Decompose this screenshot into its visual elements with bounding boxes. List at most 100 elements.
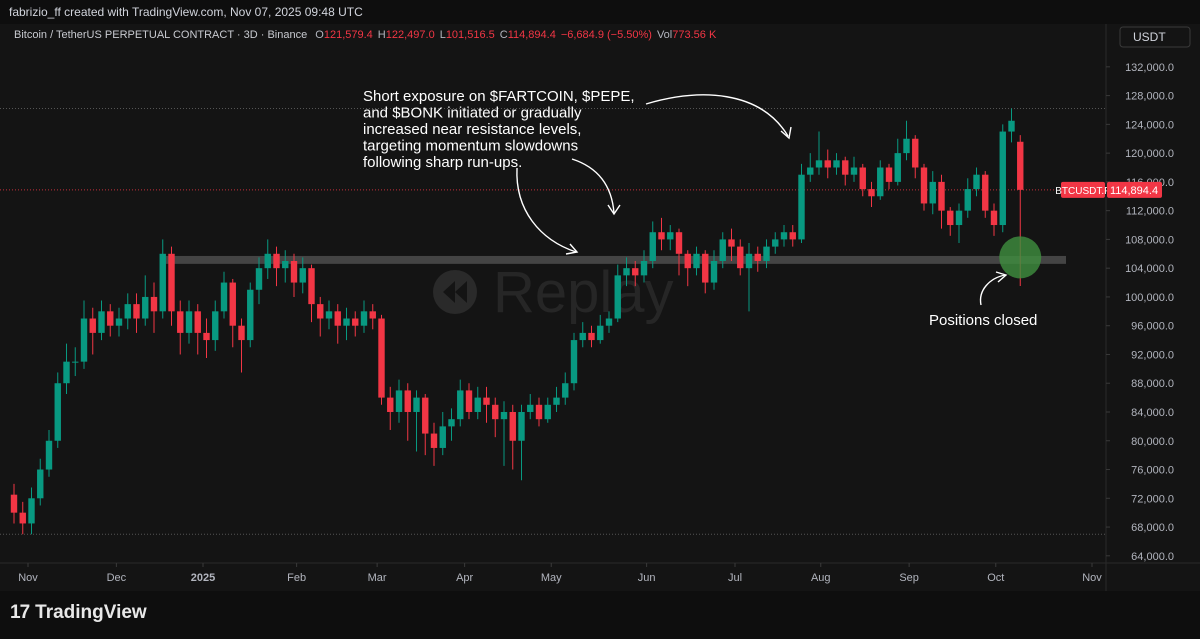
x-tick-label: Sep: [899, 572, 919, 584]
candle-body: [439, 426, 446, 448]
candle-body: [238, 325, 245, 341]
candle-body: [964, 189, 971, 211]
candle-body: [850, 167, 858, 175]
y-tick-label: 124,000.0: [1125, 119, 1174, 131]
candle-body: [500, 411, 508, 420]
candle-body: [658, 232, 665, 240]
candle-body: [19, 512, 26, 524]
legend-key: C: [499, 29, 508, 41]
candle-body: [973, 174, 980, 190]
candle-body: [28, 498, 35, 524]
candle-body: [947, 210, 954, 226]
arrow-head: [780, 126, 792, 140]
candle-body: [1008, 120, 1015, 132]
candle-body: [597, 325, 604, 341]
x-tick-label: Feb: [287, 572, 306, 584]
watermark-icon-glyph: [443, 281, 467, 303]
y-tick-label: 128,000.0: [1125, 91, 1174, 103]
last-price-box: [1107, 181, 1162, 198]
candle-body: [675, 232, 683, 254]
arrow: [979, 274, 1006, 306]
candle-body: [614, 275, 621, 319]
arrow-head: [565, 243, 579, 255]
candle-body: [282, 260, 289, 269]
candle-body: [37, 469, 44, 499]
candle-body: [299, 268, 306, 283]
logo-mark: 17: [10, 602, 30, 623]
candle-body: [640, 260, 648, 276]
legend-value: 114,894.4: [507, 29, 556, 41]
candle-body: [343, 318, 350, 326]
candle-body: [894, 153, 901, 182]
x-tick-label: Mar: [368, 572, 387, 584]
candle-body: [185, 311, 193, 333]
candle-body: [89, 318, 96, 333]
candle-body: [334, 311, 341, 326]
candle-body: [509, 411, 516, 441]
candle-body: [754, 253, 761, 261]
chart-background: [0, 24, 1200, 591]
candle-body: [789, 232, 796, 240]
candle-body: [824, 160, 831, 168]
candle-body: [955, 210, 963, 226]
candle-body: [807, 167, 814, 175]
x-tick-label: Jul: [728, 572, 742, 584]
x-tick-label: Dec: [107, 572, 127, 584]
symbol-legend: Bitcoin / TetherUS PERPETUAL CONTRACT · …: [14, 29, 716, 41]
candle-body: [535, 404, 543, 420]
arrow-head: [607, 204, 621, 216]
legend-key: Vol: [656, 29, 673, 41]
candle-body: [264, 253, 271, 269]
candle-body: [544, 404, 551, 420]
y-tick-label: 80,000.0: [1131, 436, 1174, 448]
candle-body: [649, 232, 656, 261]
x-tick-label: Apr: [456, 572, 473, 584]
candle-body: [710, 260, 718, 283]
y-tick-label: 84,000.0: [1131, 407, 1174, 419]
candle-body: [142, 296, 149, 319]
candle-body: [885, 167, 893, 182]
y-tick-label: 132,000.0: [1125, 62, 1174, 74]
annotation-line: increased near resistance levels,: [363, 121, 581, 138]
candle-body: [562, 383, 569, 398]
candle-body: [430, 433, 438, 448]
candle-body: [133, 304, 140, 319]
legend-value: 773.56 K: [672, 29, 717, 41]
candle-body: [588, 332, 595, 341]
currency-box[interactable]: [1119, 26, 1191, 48]
candle-body: [999, 131, 1006, 226]
y-tick-label: 76,000.0: [1131, 465, 1174, 477]
candle-body: [483, 397, 490, 405]
y-tick-label: 92,000.0: [1131, 349, 1174, 361]
y-tick-label: 96,000.0: [1131, 321, 1174, 333]
x-tick-label: 2025: [191, 572, 215, 584]
logo-text: TradingView: [35, 602, 147, 623]
candle-body: [912, 138, 919, 168]
candle-body: [54, 383, 61, 441]
legend-value: 101,516.5: [445, 29, 495, 41]
candle-body: [10, 494, 18, 513]
candle-body: [702, 253, 709, 283]
candle-body: [212, 311, 219, 341]
annotation-line: following sharp run-ups.: [363, 154, 522, 171]
currency: USDT: [1133, 30, 1166, 44]
arrow: [516, 167, 577, 253]
candle-body: [360, 311, 368, 326]
candle-body: [159, 253, 166, 312]
y-tick-label: 72,000.0: [1131, 493, 1174, 505]
x-tick-label: Nov: [18, 572, 38, 584]
candle-body: [815, 160, 823, 168]
legend-key: L: [439, 29, 446, 41]
y-tick-label: 120,000.0: [1125, 148, 1174, 160]
candle-body: [492, 404, 499, 420]
annotation-line: Positions closed: [929, 312, 1037, 329]
x-tick-label: Oct: [987, 572, 1004, 584]
candle-body: [728, 239, 735, 247]
arrow-head: [995, 271, 1008, 283]
candle-body: [465, 390, 473, 412]
candle-body: [693, 253, 700, 269]
y-tick-label: 112,000.0: [1126, 206, 1174, 218]
candle-body: [632, 268, 639, 276]
candle-body: [903, 138, 910, 154]
